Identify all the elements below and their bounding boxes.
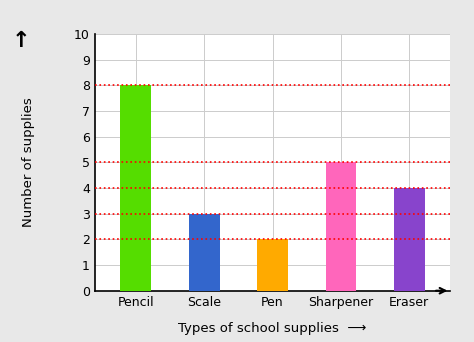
Text: ↑: ↑ xyxy=(12,31,31,51)
Bar xyxy=(189,214,219,291)
Bar xyxy=(326,162,356,291)
Bar xyxy=(394,188,425,291)
Bar xyxy=(257,239,288,291)
Bar xyxy=(120,86,151,291)
Y-axis label: Number of supplies: Number of supplies xyxy=(22,97,35,227)
Text: Types of school supplies  ⟶: Types of school supplies ⟶ xyxy=(178,322,367,335)
